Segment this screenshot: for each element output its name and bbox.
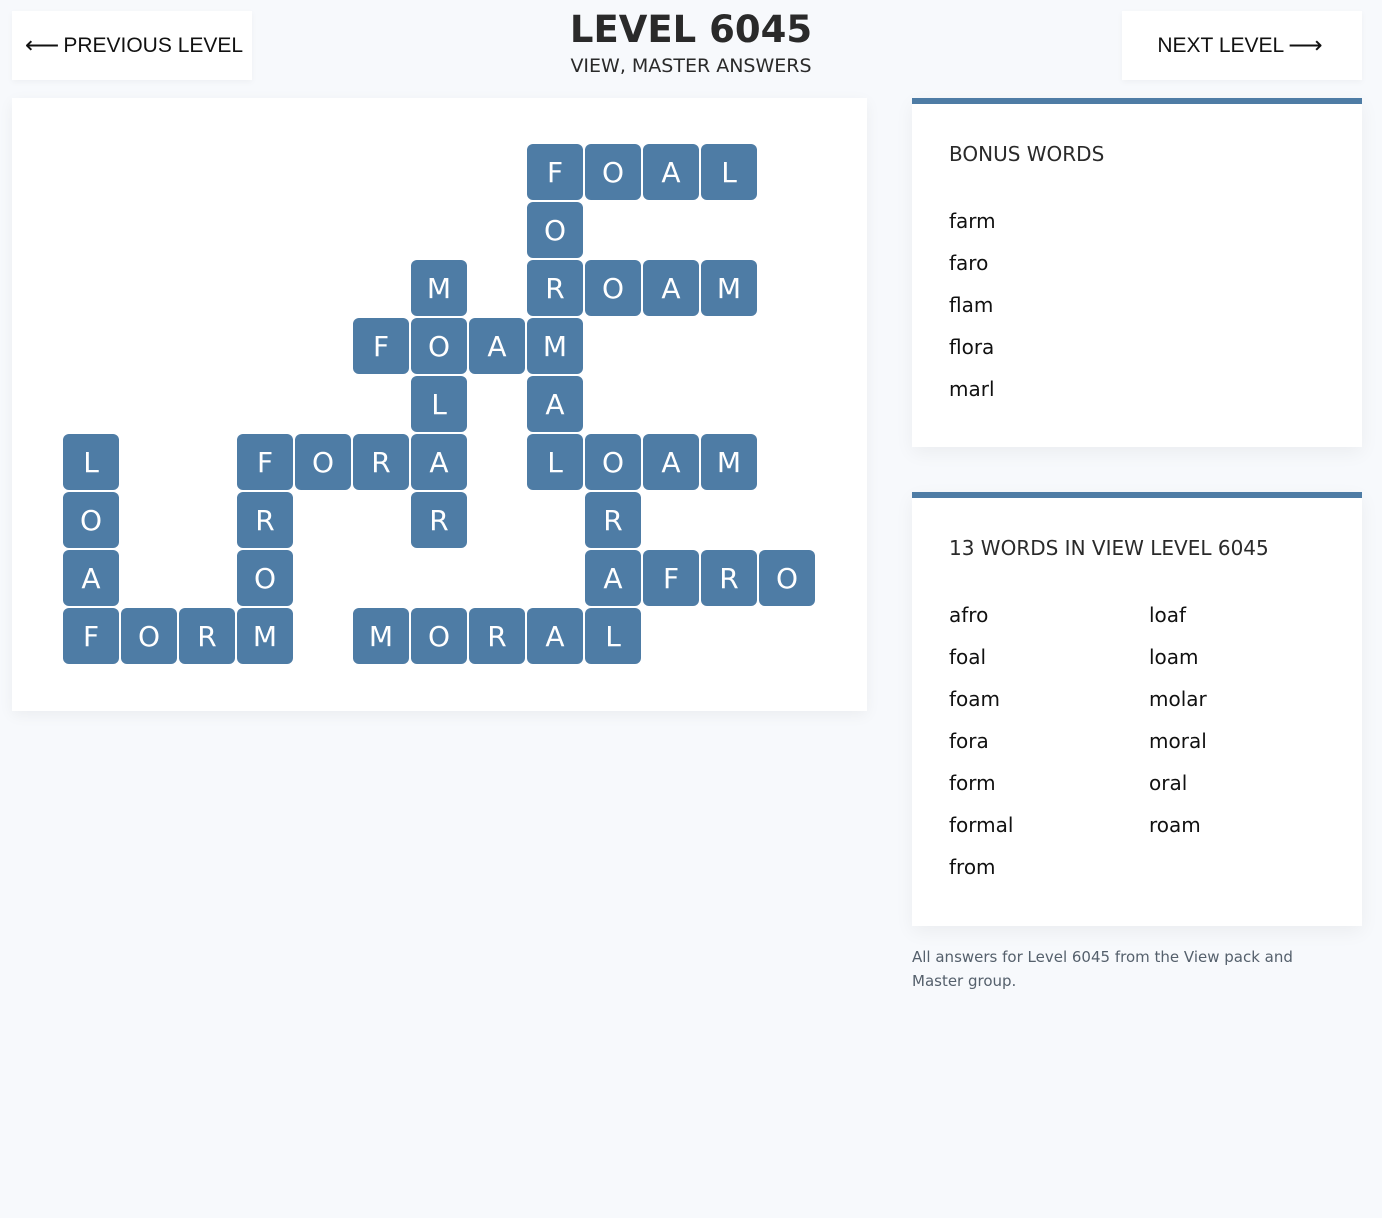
letter-tile: O xyxy=(759,550,815,606)
bonus-word: flam xyxy=(949,293,994,317)
bonus-words-panel: BONUS WORDS farm faro flam flora marl xyxy=(912,98,1362,447)
letter-tile: L xyxy=(527,434,583,490)
letter-tile: O xyxy=(585,260,641,316)
letter-tile: M xyxy=(237,608,293,664)
letter-tile: A xyxy=(469,318,525,374)
letter-tile: M xyxy=(527,318,583,374)
letter-tile: L xyxy=(585,608,641,664)
letter-tile: A xyxy=(585,550,641,606)
letter-tile: F xyxy=(527,144,583,200)
letter-tile: M xyxy=(701,434,757,490)
answers-title: 13 WORDS IN VIEW LEVEL 6045 xyxy=(949,536,1269,560)
letter-tile: L xyxy=(63,434,119,490)
letter-tile: F xyxy=(353,318,409,374)
letter-tile: F xyxy=(643,550,699,606)
answer-word: oral xyxy=(1149,771,1188,795)
letter-tile: A xyxy=(643,260,699,316)
arrow-right-icon: ⟶ xyxy=(1288,32,1323,59)
letter-tile: R xyxy=(237,492,293,548)
letter-tile: O xyxy=(411,318,467,374)
letter-tile: O xyxy=(411,608,467,664)
previous-level-label: PREVIOUS LEVEL xyxy=(63,33,244,57)
footer-note: All answers for Level 6045 from the View… xyxy=(912,948,1293,990)
letter-tile: A xyxy=(643,144,699,200)
bonus-word: flora xyxy=(949,335,995,359)
bonus-words-list: farm faro flam flora marl xyxy=(949,200,1325,410)
answer-word: loaf xyxy=(1149,603,1187,627)
letter-tile: F xyxy=(237,434,293,490)
page-title: LEVEL 6045 xyxy=(569,8,813,51)
letter-tile: A xyxy=(527,376,583,432)
letter-tile: O xyxy=(585,144,641,200)
letter-tile: A xyxy=(63,550,119,606)
letter-tile: O xyxy=(295,434,351,490)
answer-word: foal xyxy=(949,645,987,669)
letter-tile: M xyxy=(353,608,409,664)
letter-tile: F xyxy=(63,608,119,664)
answer-word: loam xyxy=(1149,645,1199,669)
letter-tile: A xyxy=(527,608,583,664)
previous-level-button[interactable]: ⟵ PREVIOUS LEVEL xyxy=(12,11,252,80)
answer-word: form xyxy=(949,771,996,795)
page-subtitle: VIEW, MASTER ANSWERS xyxy=(570,55,812,77)
bonus-word: marl xyxy=(949,377,995,401)
letter-tile: O xyxy=(121,608,177,664)
letter-tile: O xyxy=(63,492,119,548)
letter-tile: A xyxy=(411,434,467,490)
bonus-word: faro xyxy=(949,251,989,275)
page-header: LEVEL 6045 VIEW, MASTER ANSWERS xyxy=(0,8,1382,77)
answer-word: molar xyxy=(1149,687,1207,711)
answer-word: afro xyxy=(949,603,989,627)
letter-tile: L xyxy=(411,376,467,432)
answer-word: foam xyxy=(949,687,1001,711)
answer-word: roam xyxy=(1149,813,1201,837)
letter-tile: R xyxy=(527,260,583,316)
letter-tile: O xyxy=(527,202,583,258)
answer-word: from xyxy=(949,855,996,879)
letter-tile: O xyxy=(585,434,641,490)
bonus-word: farm xyxy=(949,209,996,233)
letter-tile: R xyxy=(701,550,757,606)
answers-list: afro foal foam fora form formal from loaf loam mo… xyxy=(949,594,1325,888)
next-level-label: NEXT LEVEL xyxy=(1157,33,1285,57)
answer-word: moral xyxy=(1149,729,1207,753)
letter-tile: R xyxy=(179,608,235,664)
bonus-words-title: BONUS WORDS xyxy=(949,142,1105,166)
letter-tile: R xyxy=(469,608,525,664)
letter-tile: M xyxy=(701,260,757,316)
letter-tile: R xyxy=(353,434,409,490)
next-level-button[interactable]: NEXT LEVEL ⟶ xyxy=(1122,11,1362,80)
answer-word: formal xyxy=(949,813,1014,837)
letter-tile: M xyxy=(411,260,467,316)
letter-tile: A xyxy=(643,434,699,490)
letter-tile: R xyxy=(585,492,641,548)
answer-word: fora xyxy=(949,729,989,753)
letter-tile: O xyxy=(237,550,293,606)
arrow-left-icon: ⟵ xyxy=(24,32,60,59)
answers-panel: 13 WORDS IN VIEW LEVEL 6045 afro foal foam… xyxy=(912,492,1362,926)
letter-tile: L xyxy=(701,144,757,200)
letter-tile: R xyxy=(411,492,467,548)
